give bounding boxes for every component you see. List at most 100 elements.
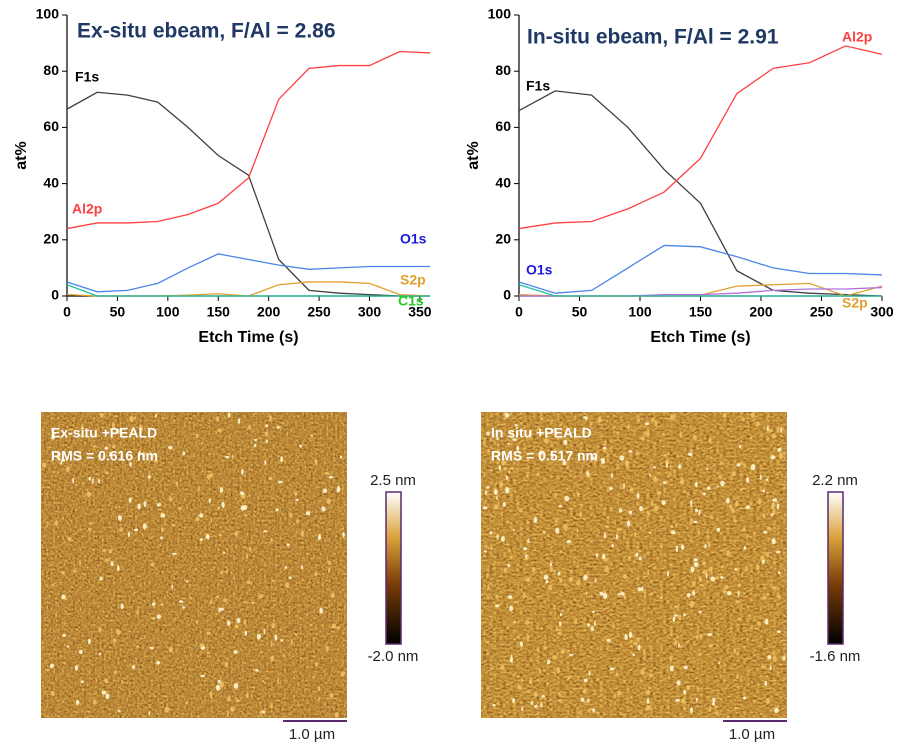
afm-grain xyxy=(610,668,614,671)
afm-grain xyxy=(67,645,69,648)
afm-grain xyxy=(708,633,712,636)
afm-caption: Ex-situ +PEALD xyxy=(51,425,157,441)
afm-grain xyxy=(342,532,345,537)
afm-grain xyxy=(160,536,163,539)
afm-grain xyxy=(523,593,526,599)
y-tick-label: 80 xyxy=(495,62,511,78)
x-tick-label: 0 xyxy=(515,304,523,320)
afm-grain xyxy=(559,505,562,508)
scale-bar-label: 1.0 µm xyxy=(289,726,335,743)
afm-grain xyxy=(587,623,590,627)
afm-grain xyxy=(646,690,651,695)
afm-grain xyxy=(312,676,314,679)
afm-grain xyxy=(641,669,645,675)
afm-grain xyxy=(556,667,560,673)
afm-grain xyxy=(683,613,685,616)
page: 020406080100050100150200250300350at%Etch… xyxy=(0,0,899,745)
afm-grain xyxy=(619,509,623,513)
afm-grain xyxy=(758,498,761,504)
afm-grain xyxy=(592,611,595,613)
afm-grain xyxy=(88,639,91,645)
afm-grain xyxy=(209,600,212,604)
afm-grain xyxy=(594,621,596,627)
afm-grain xyxy=(655,421,657,427)
afm-grain xyxy=(506,475,508,479)
afm-grain xyxy=(772,498,777,501)
afm-grain xyxy=(763,531,767,534)
afm-grain xyxy=(105,693,109,699)
afm-grain xyxy=(740,488,743,490)
afm-grain xyxy=(559,578,562,583)
afm-grain xyxy=(249,547,251,550)
afm-grain xyxy=(227,621,231,626)
afm-grain xyxy=(588,699,590,703)
afm-grain xyxy=(66,466,70,472)
afm-grain xyxy=(148,711,150,715)
afm-grain xyxy=(129,498,132,503)
afm-grain xyxy=(772,586,777,589)
afm-grain xyxy=(694,558,698,562)
afm-grain xyxy=(196,620,199,624)
series-line xyxy=(519,245,882,293)
afm-grain xyxy=(756,421,760,426)
afm-grain xyxy=(241,505,246,510)
afm-grain xyxy=(232,454,234,459)
afm-grain xyxy=(290,513,293,518)
afm-grain xyxy=(638,644,641,650)
afm-grain xyxy=(777,631,781,633)
afm-grain xyxy=(676,635,679,638)
afm-grain xyxy=(708,438,711,443)
afm-grain xyxy=(649,473,651,476)
afm-grain xyxy=(639,506,643,511)
afm-grain xyxy=(678,614,681,620)
afm-grain xyxy=(637,415,639,417)
afm-grain xyxy=(234,683,239,689)
afm-grain xyxy=(671,632,673,637)
afm-grain xyxy=(634,532,636,538)
afm-grain xyxy=(712,702,715,706)
series-line xyxy=(67,92,430,296)
afm-grain xyxy=(524,557,528,560)
afm-grain xyxy=(612,426,615,429)
afm-grain xyxy=(134,592,136,594)
afm-grain xyxy=(613,622,615,628)
afm-grain xyxy=(726,550,730,556)
afm-grain xyxy=(708,567,712,571)
afm-grain xyxy=(265,460,267,464)
afm-grain xyxy=(704,544,706,549)
colorbar xyxy=(828,492,843,644)
afm-grain xyxy=(270,703,272,708)
afm-grain xyxy=(118,506,120,508)
afm-grain xyxy=(576,528,578,533)
afm-grain xyxy=(714,706,717,709)
afm-grain xyxy=(104,679,108,683)
afm-grain xyxy=(504,467,507,470)
afm-grain xyxy=(736,675,738,679)
afm-grain xyxy=(234,650,238,654)
afm-grain xyxy=(603,449,607,452)
afm-grain xyxy=(216,416,219,422)
afm-grain xyxy=(156,661,160,665)
afm-grain xyxy=(687,593,691,598)
afm-grain xyxy=(767,426,769,431)
x-tick-label: 100 xyxy=(628,304,652,320)
afm-grain xyxy=(751,464,756,470)
afm-grain xyxy=(82,482,84,484)
afm-grain xyxy=(134,417,137,420)
afm-grain xyxy=(766,698,770,704)
afm-grain xyxy=(591,707,593,710)
afm-grain xyxy=(161,513,165,517)
afm-grain xyxy=(586,592,588,594)
afm-grain xyxy=(119,527,123,532)
afm-grain xyxy=(632,635,634,639)
afm-grain xyxy=(537,647,539,651)
afm-grain xyxy=(332,624,336,629)
afm-grain xyxy=(517,685,521,690)
afm-grain xyxy=(160,603,164,606)
afm-grain xyxy=(319,608,323,614)
afm-grain xyxy=(653,466,656,468)
afm-grain xyxy=(299,445,302,447)
afm-grain xyxy=(673,616,676,622)
afm-grain xyxy=(287,543,290,546)
afm-grain xyxy=(698,530,700,535)
